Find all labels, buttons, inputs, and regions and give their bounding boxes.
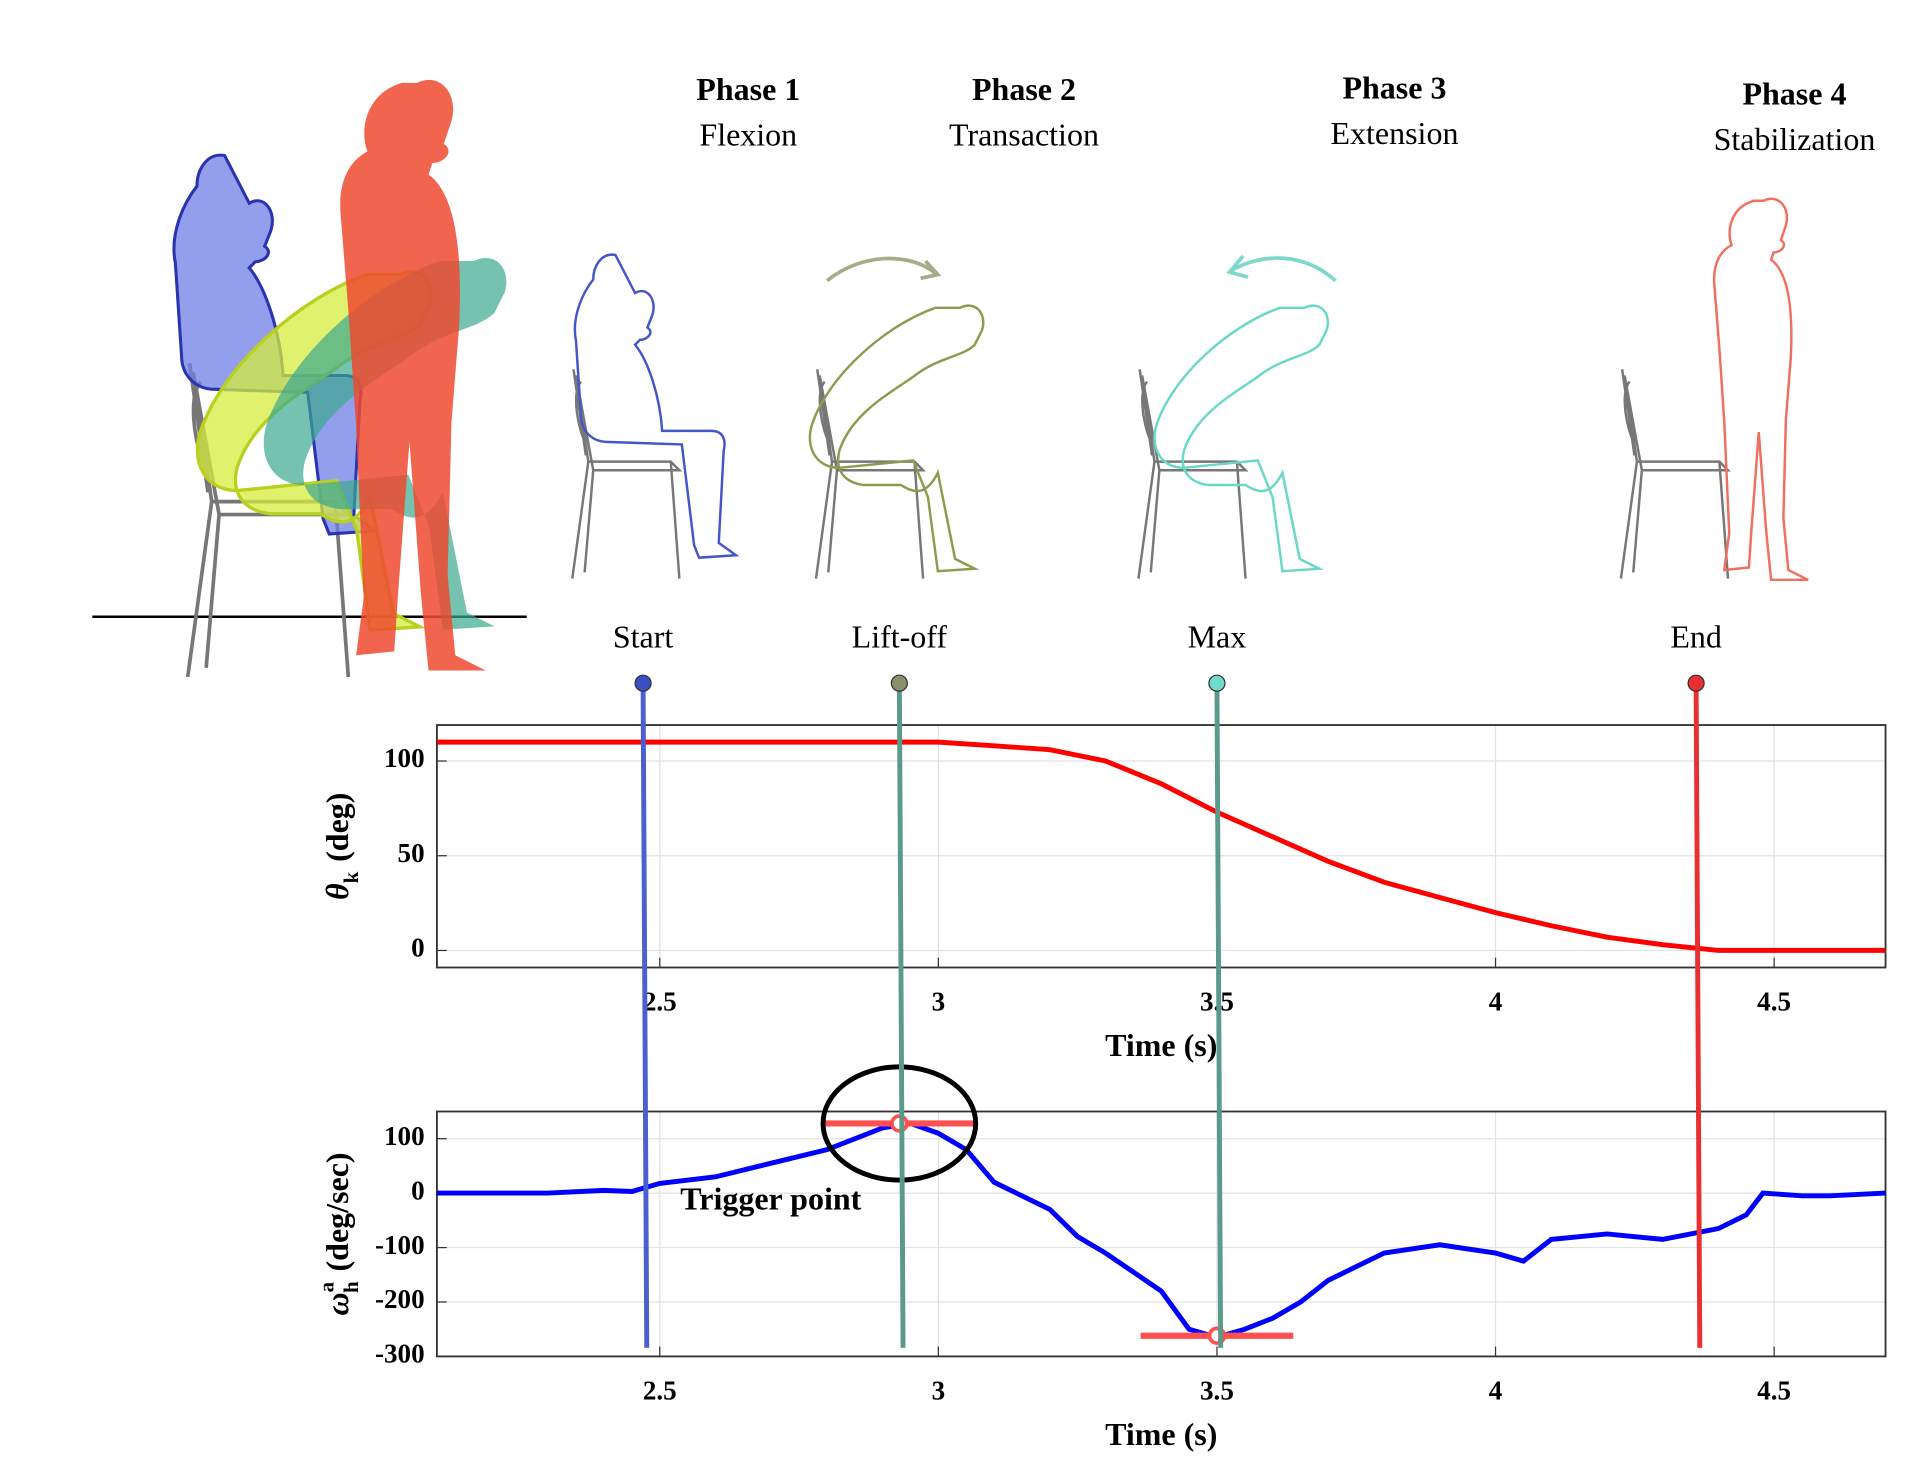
x-tick-label: 3 [932, 1376, 946, 1406]
y-axis-title: ωah (deg/sec) [314, 1152, 363, 1315]
y-axis-title-symbol: ω [319, 1292, 355, 1315]
data-line [436, 1120, 1886, 1340]
x-tick-label: 4.5 [1757, 987, 1791, 1017]
event-label: Max [1188, 618, 1247, 654]
event-label: Start [613, 618, 674, 654]
event-dot [1208, 674, 1226, 692]
phase-title: Phase 1 [696, 71, 800, 107]
y-tick-label: -100 [375, 1230, 425, 1260]
phase-illustrations [571, 197, 1810, 582]
phase-title: Phase 2 [972, 71, 1076, 107]
phase-name: Extension [1330, 115, 1458, 151]
x-tick-label: 4 [1489, 987, 1503, 1017]
phase-name: Transaction [949, 116, 1099, 152]
phase-name: Stabilization [1714, 121, 1876, 157]
trigger-label: Trigger point [680, 1181, 861, 1217]
plot-frame [436, 724, 1887, 969]
plot-area [436, 1111, 1886, 1357]
y-tick-label: 0 [411, 933, 425, 963]
y-tick-label: 100 [384, 743, 425, 773]
x-tick-label: 3.5 [1200, 1376, 1234, 1406]
event-line [1214, 683, 1224, 1348]
composite-illustration [92, 79, 527, 679]
plot-area [436, 725, 1886, 968]
y-tick-label: 50 [398, 838, 425, 868]
event-dot [1687, 674, 1705, 692]
y-axis-title-text: θk (deg) [319, 793, 363, 900]
y-axis-title: θk (deg) [319, 793, 363, 900]
x-tick-label: 2.5 [643, 1376, 677, 1406]
x-tick-label: 4.5 [1757, 1376, 1791, 1406]
phase-title: Phase 3 [1342, 70, 1446, 106]
y-tick-label: -300 [375, 1339, 425, 1369]
y-axis-title-subscript: h [339, 1281, 363, 1293]
data-line [436, 739, 1886, 953]
phase-title: Phase 4 [1742, 76, 1846, 112]
plots: Phase 1 Flexion Phase 2 Transaction Phase 3 E… [314, 70, 1887, 1452]
event-label: End [1670, 618, 1722, 654]
y-axis-title-symbol: θ [319, 883, 355, 900]
event-line [896, 683, 906, 1348]
y-tick-label: -200 [375, 1284, 425, 1314]
x-axis-title: Time (s) [1105, 1416, 1217, 1452]
y-axis-title-subscript: k [339, 871, 363, 883]
plot-frame [436, 1110, 1887, 1358]
x-tick-label: 3 [932, 987, 946, 1017]
y-tick-label: 0 [411, 1175, 425, 1205]
y-axis-title-unit: (deg/sec) [319, 1152, 355, 1271]
event-dot [890, 674, 908, 692]
x-tick-label: 4 [1489, 1376, 1503, 1406]
phase-name: Flexion [699, 116, 797, 152]
y-axis-title-text: ωah (deg/sec) [314, 1152, 363, 1315]
y-tick-label: 100 [384, 1121, 425, 1151]
event-line [640, 683, 650, 1348]
y-axis-title-superscript: a [314, 1281, 338, 1292]
event-label: Lift-off [852, 618, 948, 654]
x-tick-label: 2.5 [643, 987, 677, 1017]
event-line [1693, 683, 1703, 1348]
y-axis-title-unit: (deg) [319, 793, 355, 862]
x-axis-title: Time (s) [1105, 1027, 1217, 1063]
event-dot [634, 674, 652, 692]
